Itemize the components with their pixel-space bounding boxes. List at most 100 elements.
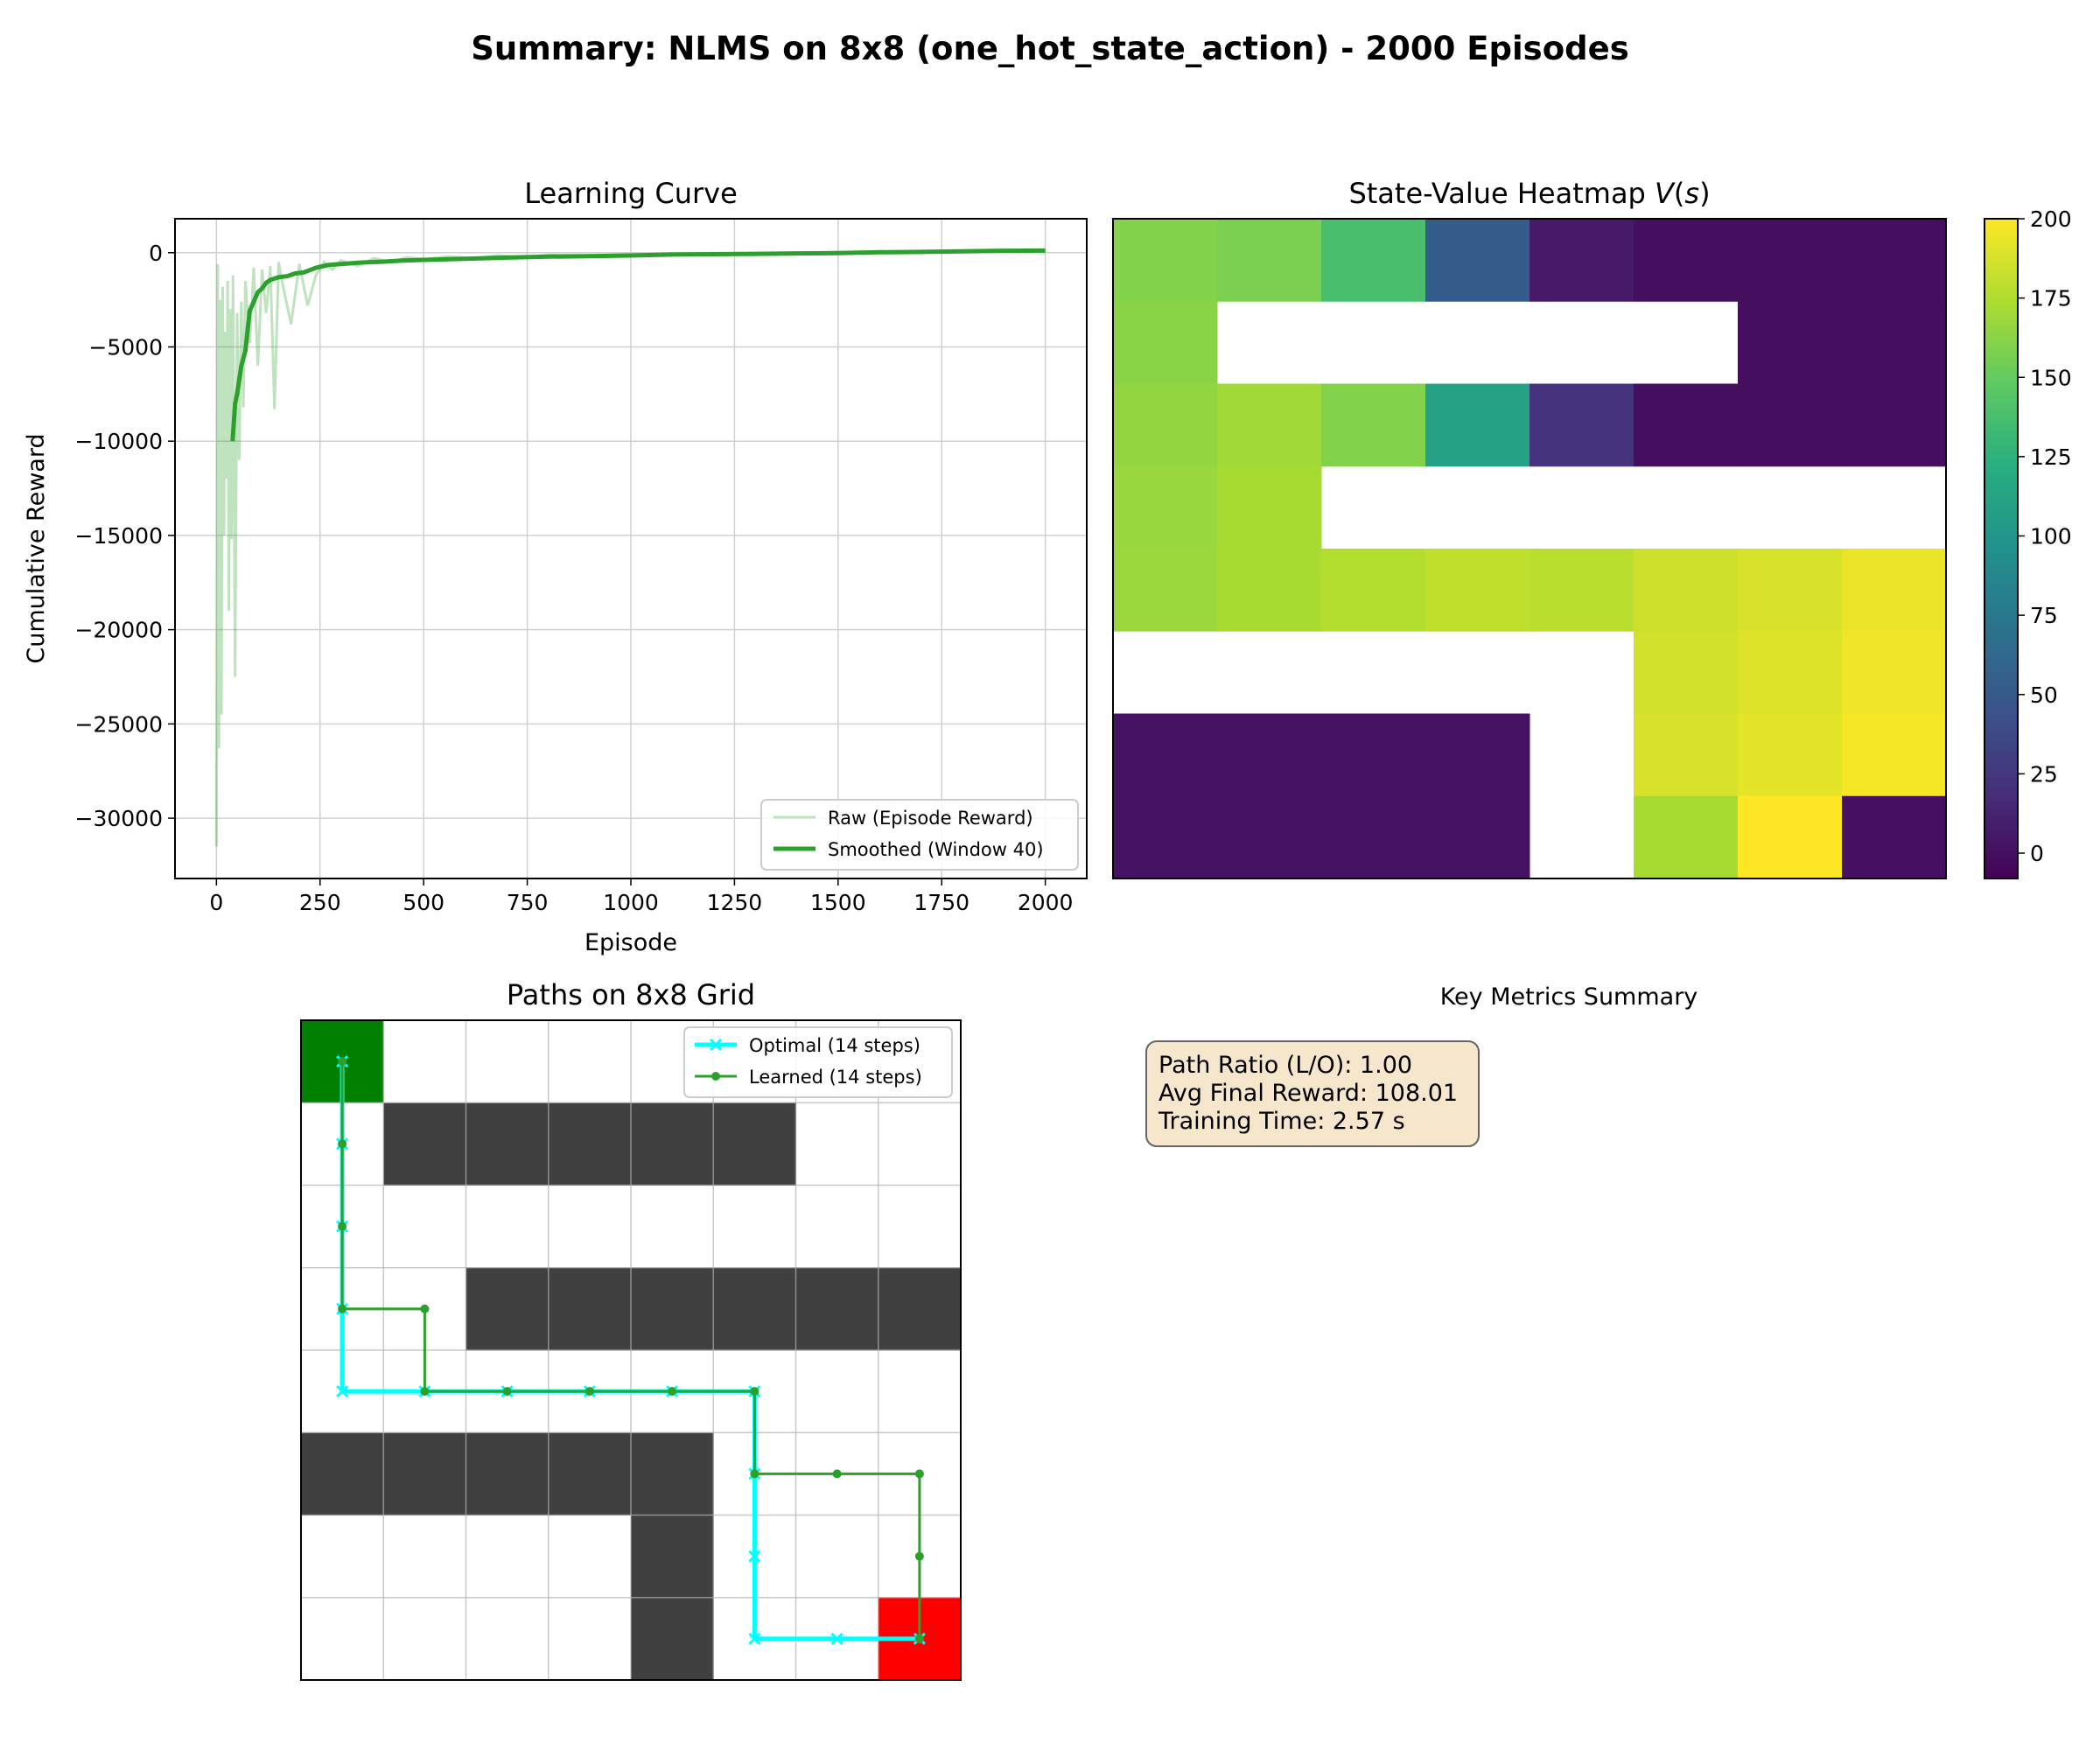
paths-grid-cells [301, 1020, 962, 1681]
metrics-title: Key Metrics Summary [1440, 984, 1698, 1011]
optimal-path-marker [830, 1632, 844, 1645]
learned-path-marker [338, 1304, 347, 1313]
wall-cell [383, 1102, 466, 1186]
heatmap-cell [1217, 219, 1322, 302]
wall-cell [713, 1102, 796, 1186]
smoothed-reward-line [230, 248, 1046, 442]
wall-cell [631, 1515, 714, 1599]
heatmap-cell [1634, 549, 1739, 632]
paths-legend-marker [709, 1038, 723, 1052]
heatmap-cell [1530, 383, 1634, 467]
figure-suptitle: Summary: NLMS on 8x8 (one_hot_state_acti… [471, 30, 1628, 67]
heatmap-cell [1842, 383, 1947, 467]
legend-raw-label: Raw (Episode Reward) [828, 808, 1033, 829]
y-tick-label: −5000 [88, 334, 163, 360]
colorbar-ticks: 0 25 50 75 100 125 150 175 200 [2018, 206, 2072, 866]
heatmap-cell [1113, 301, 1218, 384]
heatmap-cell [1634, 795, 1739, 879]
heatmap-cell [1634, 383, 1739, 467]
learned-path-marker [338, 1057, 347, 1067]
paths-grid-frame [300, 1019, 962, 1681]
optimal-path-marker [748, 1550, 761, 1563]
heatmap-cell [1738, 631, 1843, 714]
x-tick-label: 750 [507, 890, 549, 915]
heatmap-cell [1738, 301, 1843, 384]
heatmap-cell [1425, 549, 1530, 632]
x-tick-label: 250 [299, 890, 341, 915]
metrics-box [1145, 1040, 1480, 1147]
learning-curve-title: Learning Curve [524, 177, 738, 210]
learned-path-marker [914, 1551, 924, 1561]
wall-cell [631, 1597, 714, 1681]
paths-grid-lines [301, 1020, 961, 1680]
heatmap-cell [1738, 549, 1843, 632]
heatmap-cell [1321, 219, 1426, 302]
heatmap-cell [1634, 631, 1739, 714]
heatmap-cell [1113, 219, 1218, 302]
learned-path-marker [584, 1387, 594, 1396]
wall-cell [301, 1432, 384, 1516]
heatmap-cell [1738, 795, 1843, 879]
wall-cell [548, 1432, 632, 1516]
legend-box [760, 799, 1079, 871]
x-tick-label: 1500 [810, 890, 866, 915]
heatmap-cell [1634, 713, 1739, 797]
y-tick-label: −30000 [75, 806, 163, 831]
value-heatmap-panel: State-Value Heatmap V(s) 0 25 50 75 100 125 15… [1112, 177, 2072, 879]
heatmap-cell [1842, 219, 1947, 302]
heatmap-cell [1217, 383, 1322, 467]
heatmap-cell [1738, 713, 1843, 797]
colorbar-tick-label: 50 [2030, 682, 2058, 708]
learned-path-marker [502, 1387, 512, 1396]
wall-cell [631, 1432, 714, 1516]
learning-curve-panel: 0 250 500 750 1000 1250 1500 1750 2000 0 −5000 −100… [23, 177, 1088, 956]
colorbar-tick-label: 175 [2030, 286, 2072, 312]
legend-optimal-label: Optimal (14 steps) [749, 1035, 920, 1056]
colorbar-tick-label: 125 [2030, 444, 2072, 470]
x-tick-label: 0 [209, 890, 223, 915]
heatmap-cell [1425, 219, 1530, 302]
paths-legend-box [683, 1026, 953, 1098]
heatmap-cell [1738, 383, 1843, 467]
colorbar-tick-label: 150 [2030, 365, 2072, 390]
learned-path-marker [750, 1469, 760, 1479]
wall-cell [466, 1432, 550, 1516]
paths-grid-title: Paths on 8x8 Grid [507, 978, 755, 1012]
heatmap-cells [1113, 219, 1947, 879]
y-tick-label: 0 [149, 241, 163, 266]
colorbar-tick-label: 0 [2030, 841, 2044, 866]
heatmap-cell [1113, 466, 1218, 550]
heatmap-cell [1842, 631, 1947, 714]
heatmap-cell [1738, 219, 1843, 302]
colorbar-tick-label: 75 [2030, 603, 2058, 628]
x-tick-label: 2000 [1018, 890, 1074, 915]
optimal-path-marker [336, 1385, 349, 1398]
x-tick-label: 500 [402, 890, 444, 915]
metric-avg-final-reward: Avg Final Reward: 108.01 [1158, 1080, 1458, 1107]
heatmap-cell [1217, 713, 1322, 797]
heatmap-cell [1113, 713, 1218, 797]
learning-curve-ticks: 0 250 500 750 1000 1250 1500 1750 2000 0 −5000 −100… [75, 241, 1074, 915]
learning-curve-legend: Raw (Episode Reward) Smoothed (Window 40… [760, 799, 1079, 871]
colorbar-tick-label: 100 [2030, 524, 2072, 550]
x-tick-label: 1250 [707, 890, 763, 915]
heatmap-cell [1321, 383, 1426, 467]
x-tick-label: 1000 [603, 890, 659, 915]
heatmap-cell [1842, 795, 1947, 879]
heatmap-title: State-Value Heatmap V(s) [1348, 177, 1710, 210]
heatmap-cell [1217, 466, 1322, 550]
learned-path-marker [338, 1222, 347, 1231]
wall-cell [466, 1267, 550, 1351]
y-tick-label: −20000 [75, 618, 163, 643]
wall-cell [878, 1267, 962, 1351]
heatmap-cell [1634, 219, 1739, 302]
wall-cell [383, 1432, 466, 1516]
wall-cell [631, 1102, 714, 1186]
learned-path-marker [420, 1387, 430, 1396]
learned-path-marker [420, 1304, 430, 1313]
heatmap-cell [1217, 549, 1322, 632]
learned-path-marker [914, 1469, 924, 1479]
learned-path-marker [832, 1469, 842, 1479]
heatmap-cell [1530, 219, 1634, 302]
heatmap-cell [1113, 795, 1218, 879]
